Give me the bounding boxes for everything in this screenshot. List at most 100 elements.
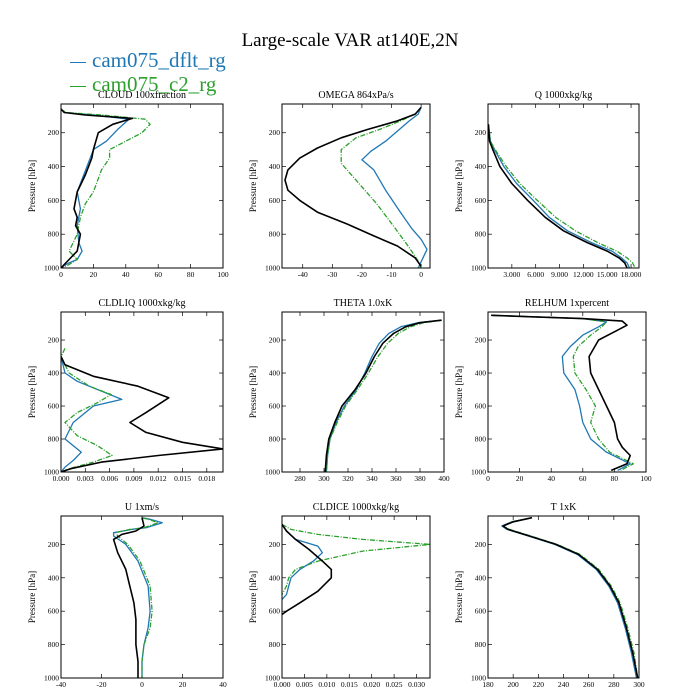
series-line-cam075_c2_rg [115,517,159,678]
plot-frame [60,311,224,473]
x-tick-label: 200 [508,680,520,689]
plot-area [501,516,639,678]
legend-line-icon [70,61,86,63]
y-axis-label: Pressure [hPa] [454,366,464,418]
y-tick-label: 200 [48,540,60,549]
series-line-cam075_c2_rg [282,523,430,595]
panel-title: T 1xK [551,502,577,513]
panel-title: CLDICE 1000xkg/kg [313,502,399,513]
y-axis-label: Pressure [hPa] [27,366,37,418]
y-tick-label: 800 [48,230,60,239]
plot-frame [487,103,640,269]
series-line-black [61,356,223,472]
x-tick-label: 80 [611,474,619,483]
plot-frame [60,103,224,269]
y-tick-label: 800 [48,640,60,649]
series-line-black [284,106,422,267]
series-line-black [491,314,631,472]
y-tick-label: 400 [269,573,281,582]
x-tick-label: 240 [558,680,570,689]
legend-label: cam075_c2_rg [92,72,217,96]
series-line-cam075_dflt_rg [61,356,123,472]
plot-frame [60,515,224,679]
series-line-cam075_c2_rg [488,124,636,268]
x-tick-label: 0.005 [296,680,313,689]
x-tick-label: 0 [59,270,63,279]
y-tick-label: 1000 [265,674,280,683]
x-tick-label: 18.000 [621,270,642,279]
x-tick-label: 220 [533,680,545,689]
x-tick-label: 0.000 [53,474,70,483]
x-tick-label: 40 [547,474,555,483]
plot-area [61,108,151,268]
panel-title: U 1xm/s [125,502,159,513]
series-line-cam075_c2_rg [491,314,635,471]
y-tick-label: 600 [48,607,60,616]
legend-item-c2: cam075_c2_rg [70,72,216,97]
legend-label: cam075_dflt_rg [92,48,226,72]
y-tick-label: 800 [269,435,281,444]
y-tick-label: 400 [48,162,60,171]
y-tick-label: 1000 [44,468,59,477]
x-tick-label: 0.025 [386,680,403,689]
x-tick-label: 300 [318,474,330,483]
y-axis-label: Pressure [hPa] [248,160,258,212]
plot-frame [487,515,640,679]
y-axis-label: Pressure [hPa] [27,571,37,623]
y-tick-label: 600 [475,196,487,205]
x-tick-label: 40 [219,680,227,689]
y-tick-label: 200 [475,336,487,345]
x-tick-label: 80 [187,270,195,279]
plot-frame [281,515,431,679]
chart-theta: THETA 1.0xK Pressure [hPa] 200 400 600 800 100… [248,298,450,483]
series-line-black [282,523,333,616]
x-tick-label: 0.010 [318,680,335,689]
x-tick-label: 60 [579,474,587,483]
plot-frame [487,311,647,473]
y-tick-label: 1000 [471,264,486,273]
y-axis-label: Pressure [hPa] [248,571,258,623]
y-tick-label: 400 [475,369,487,378]
panel-title: CLDLIQ 1000xkg/kg [99,298,186,309]
x-tick-label: 15.000 [597,270,618,279]
y-tick-label: 400 [48,573,60,582]
x-tick-label: 12.000 [573,270,594,279]
y-axis-label: Pressure [hPa] [454,571,464,623]
y-tick-label: 1000 [471,468,486,477]
plot-area [61,348,223,472]
y-tick-label: 200 [269,128,281,137]
y-tick-label: 600 [48,196,60,205]
y-tick-label: 800 [48,435,60,444]
y-tick-label: 800 [475,640,487,649]
series-line-black [488,124,628,268]
x-tick-label: 100 [217,270,229,279]
y-tick-label: 600 [48,402,60,411]
x-tick-label: 0.015 [341,680,358,689]
chart-cldliq: CLDLIQ 1000xkg/kg Pressure [hPa] 200 400 600… [27,298,224,483]
series-line-cam075_dflt_rg [488,124,631,268]
y-tick-label: 200 [475,128,487,137]
x-tick-label: 0.012 [150,474,167,483]
figure-title: Large-scale VAR at140E,2N [241,30,459,51]
x-tick-label: 20 [179,680,187,689]
x-tick-label: 0.015 [174,474,191,483]
y-axis-label: Pressure [hPa] [27,160,37,212]
x-tick-label: 0 [486,474,490,483]
x-tick-label: 320 [342,474,354,483]
x-tick-label: 300 [633,680,645,689]
x-tick-label: 100 [640,474,652,483]
x-tick-label: 340 [366,474,378,483]
series-line-cam075_dflt_rg [361,107,428,268]
x-tick-label: 20 [90,270,98,279]
y-tick-label: 200 [269,540,281,549]
x-tick-label: 0.030 [408,680,425,689]
panel-title: CLOUD 100xfraction [98,90,186,101]
plot-area [488,124,636,268]
series-line-black [324,319,442,472]
x-tick-label: 260 [583,680,595,689]
x-tick-label: -30 [327,270,337,279]
y-tick-label: 600 [269,607,281,616]
x-tick-label: 0.000 [274,680,291,689]
y-tick-label: 600 [269,402,281,411]
